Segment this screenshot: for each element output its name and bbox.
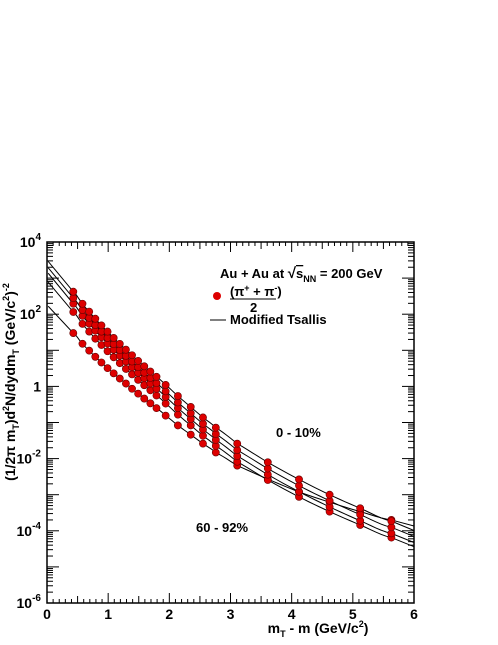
data-point xyxy=(186,403,195,411)
data-point xyxy=(161,399,170,408)
data-point xyxy=(97,358,106,367)
data-point xyxy=(85,307,94,316)
data-point xyxy=(122,345,130,354)
data-point xyxy=(140,362,149,371)
legend-label-pion-numerator: (π+ + π-) xyxy=(230,283,282,299)
data-point xyxy=(211,448,220,457)
data-point xyxy=(387,517,396,526)
fit-curve xyxy=(47,261,415,531)
data-point xyxy=(173,410,182,419)
data-point xyxy=(173,392,182,400)
annotation-central: 0 - 10% xyxy=(276,425,321,440)
data-point xyxy=(211,423,220,432)
x-tick-label: 6 xyxy=(410,606,418,622)
x-tick-label: 2 xyxy=(165,606,173,622)
data-point xyxy=(103,327,112,336)
annotation-peripheral: 60 - 92% xyxy=(196,520,248,535)
data-point xyxy=(115,339,124,348)
data-point xyxy=(152,404,161,413)
data-point xyxy=(134,356,143,365)
data-point xyxy=(128,351,136,360)
data-point xyxy=(233,446,242,454)
sqrt-sign: √ xyxy=(288,265,297,282)
data-point xyxy=(69,287,78,296)
data-point xyxy=(233,439,242,448)
legend: Au + Au at √sNN = 200 GeV (π+ + π-) 2 Mo… xyxy=(210,265,383,327)
y-tick-label: 10-4 xyxy=(17,521,42,539)
x-tick-label: 1 xyxy=(104,606,112,622)
data-point xyxy=(186,430,195,439)
data-point xyxy=(85,346,94,355)
data-point xyxy=(161,381,170,389)
data-point xyxy=(128,384,136,393)
data-point xyxy=(186,421,195,430)
x-tick-label: 3 xyxy=(227,606,235,622)
data-point xyxy=(78,299,87,308)
data-points xyxy=(69,287,396,542)
data-point xyxy=(122,379,130,388)
data-point xyxy=(263,458,272,467)
legend-title: Au + Au at √sNN = 200 GeV xyxy=(220,265,383,284)
y-tick-label: 104 xyxy=(20,232,42,250)
data-point xyxy=(78,319,87,328)
data-point xyxy=(146,367,155,376)
data-point xyxy=(161,411,170,420)
data-point xyxy=(115,374,124,383)
data-point xyxy=(295,475,303,484)
x-tick-label: 4 xyxy=(288,606,296,622)
data-point xyxy=(146,399,155,408)
y-tick-label: 10-6 xyxy=(17,593,42,611)
data-point xyxy=(356,504,365,513)
legend-marker-pion xyxy=(213,292,221,300)
data-point xyxy=(134,389,143,398)
y-axis-title: (1/2π mT)d2N/dydmT (GeV/c2)-2 xyxy=(1,283,21,481)
data-point xyxy=(109,369,118,378)
data-point xyxy=(199,413,207,422)
legend-label-pion-denominator: 2 xyxy=(250,300,257,315)
data-point xyxy=(91,352,100,361)
data-point xyxy=(199,439,207,448)
tsallis-fit-curves xyxy=(47,261,415,548)
data-point xyxy=(69,308,78,316)
data-point xyxy=(152,372,161,381)
data-point xyxy=(173,421,182,430)
x-tick-labels: 0 1 2 3 4 5 6 xyxy=(43,606,418,622)
y-tick-labels: 104 102 1 10-2 10-4 10-6 xyxy=(17,232,42,611)
data-point xyxy=(97,321,106,330)
y-tick-label: 10-2 xyxy=(17,449,42,467)
data-point xyxy=(109,334,118,342)
data-point xyxy=(325,490,334,499)
fit-curve xyxy=(47,267,415,537)
x-tick-label: 0 xyxy=(43,606,51,622)
legend-label-model: Modified Tsallis xyxy=(230,312,327,327)
data-point xyxy=(140,394,149,403)
x-axis-title: mT - m (GeV/c2) xyxy=(268,619,369,639)
y-tick-label: 1 xyxy=(33,378,41,394)
data-point xyxy=(69,329,78,337)
x-tick-label: 5 xyxy=(349,606,357,622)
data-point xyxy=(78,339,87,348)
y-tick-label: 102 xyxy=(20,304,42,322)
data-point xyxy=(152,391,161,400)
data-point xyxy=(103,364,112,373)
data-point xyxy=(91,314,100,323)
